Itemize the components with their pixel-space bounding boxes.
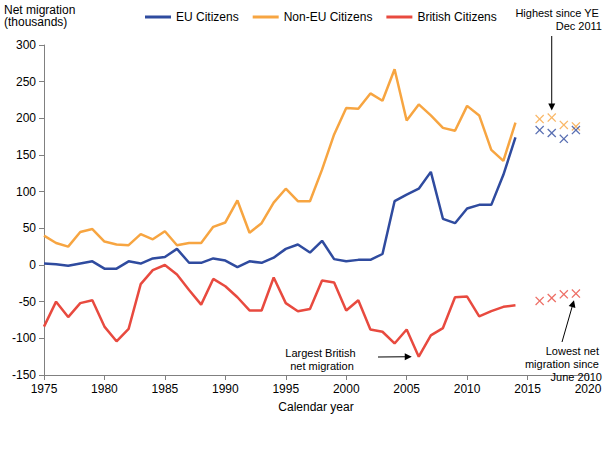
svg-text:250: 250: [16, 75, 36, 89]
svg-text:2000: 2000: [333, 382, 360, 396]
svg-text:150: 150: [16, 148, 36, 162]
svg-text:Net migration: Net migration: [4, 3, 79, 17]
svg-text:Calendar year: Calendar year: [278, 400, 353, 414]
svg-text:2010: 2010: [454, 382, 481, 396]
svg-text:Non-EU Citizens: Non-EU Citizens: [284, 10, 373, 24]
svg-text:1995: 1995: [272, 382, 299, 396]
svg-text:2015: 2015: [514, 382, 541, 396]
svg-text:British Citizens: British Citizens: [417, 10, 496, 24]
svg-text:Lowest net: Lowest net: [546, 345, 602, 357]
svg-text:-100: -100: [12, 331, 36, 345]
svg-text:-50: -50: [19, 295, 37, 309]
svg-text:1975: 1975: [31, 382, 58, 396]
svg-text:net migration: net migration: [290, 360, 354, 372]
svg-text:-150: -150: [12, 368, 36, 382]
svg-text:migration since: migration since: [525, 358, 602, 370]
svg-text:300: 300: [16, 38, 36, 52]
svg-text:1985: 1985: [152, 382, 179, 396]
svg-text:0: 0: [29, 258, 36, 272]
svg-text:Largest British: Largest British: [285, 347, 358, 359]
svg-text:200: 200: [16, 111, 36, 125]
svg-text:(thousands): (thousands): [4, 15, 67, 29]
svg-text:1990: 1990: [212, 382, 239, 396]
svg-text:June 2010: June 2010: [551, 371, 602, 383]
svg-text:Dec 2011: Dec 2011: [556, 20, 602, 32]
svg-text:100: 100: [16, 185, 36, 199]
svg-text:1980: 1980: [91, 382, 118, 396]
svg-text:2020: 2020: [575, 382, 602, 396]
svg-text:50: 50: [23, 221, 37, 235]
svg-text:2005: 2005: [393, 382, 420, 396]
svg-text:EU Citizens: EU Citizens: [176, 10, 239, 24]
svg-text:Highest since YE: Highest since YE: [515, 7, 602, 19]
